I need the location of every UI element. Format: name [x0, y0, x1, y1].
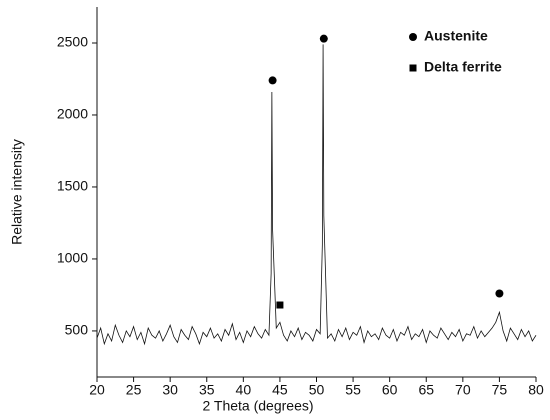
- phase-marker: [495, 289, 504, 298]
- y-tick-label: 1000: [57, 250, 88, 266]
- x-tick-label: 55: [345, 382, 361, 398]
- y-tick-label: 500: [65, 322, 89, 338]
- x-tick-label: 30: [162, 382, 178, 398]
- y-axis-label: Relative intensity: [9, 139, 25, 245]
- legend-label: Delta ferrite: [424, 59, 502, 75]
- x-tick-label: 25: [126, 382, 142, 398]
- legend-symbol: [409, 64, 417, 72]
- x-tick-label: 50: [309, 382, 325, 398]
- x-axis-label: 2 Theta (degrees): [202, 398, 313, 414]
- x-tick-label: 65: [418, 382, 434, 398]
- x-tick-label: 40: [236, 382, 252, 398]
- x-tick-label: 70: [455, 382, 471, 398]
- x-tick-label: 20: [89, 382, 105, 398]
- y-tick-label: 1500: [57, 178, 88, 194]
- x-tick-label: 80: [528, 382, 544, 398]
- legend-symbol: [409, 33, 417, 41]
- y-tick-label: 2500: [57, 34, 88, 50]
- x-tick-label: 45: [272, 382, 288, 398]
- phase-marker: [276, 301, 284, 309]
- x-tick-label: 75: [492, 382, 508, 398]
- x-tick-label: 35: [199, 382, 215, 398]
- phase-marker: [268, 76, 277, 85]
- y-tick-label: 2000: [57, 106, 88, 122]
- legend-label: Austenite: [424, 28, 488, 44]
- x-tick-label: 60: [382, 382, 398, 398]
- data-line: [96, 44, 537, 346]
- phase-marker: [319, 34, 328, 43]
